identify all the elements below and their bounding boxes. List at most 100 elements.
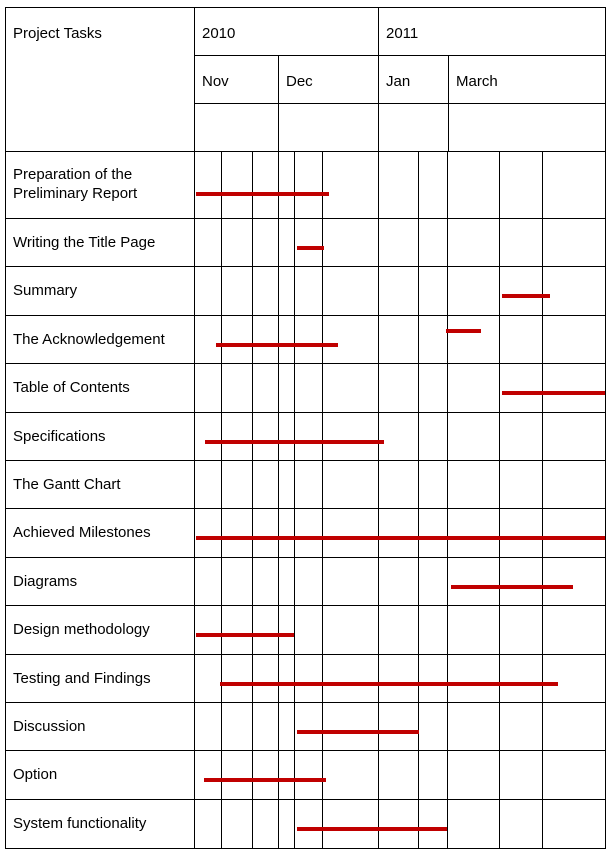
week-divider <box>418 363 419 412</box>
week-divider <box>278 508 279 557</box>
gantt-bar <box>502 391 605 395</box>
week-divider <box>294 218 295 266</box>
week-divider <box>418 654 419 702</box>
week-divider <box>294 605 295 654</box>
week-divider <box>278 605 279 654</box>
week-divider <box>322 654 323 702</box>
task-label: Preparation of the Preliminary Report <box>13 166 138 202</box>
week-divider <box>278 654 279 702</box>
week-divider <box>278 412 279 460</box>
week-divider <box>252 702 253 750</box>
task-label: System functionality <box>13 815 147 832</box>
week-divider <box>447 702 448 750</box>
week-divider <box>252 750 253 799</box>
week-divider <box>499 315 500 363</box>
week-divider <box>499 266 500 315</box>
week-divider <box>499 702 500 750</box>
week-divider <box>499 605 500 654</box>
header-year-label: 2010 <box>202 25 236 42</box>
gantt-bar <box>296 730 419 734</box>
week-divider <box>418 750 419 799</box>
week-divider <box>221 218 222 266</box>
week-divider <box>447 412 448 460</box>
week-divider <box>418 266 419 315</box>
week-divider <box>447 654 448 702</box>
week-divider <box>252 605 253 654</box>
week-divider <box>418 460 419 508</box>
week-divider <box>322 412 323 460</box>
task-label: Design methodology <box>13 621 150 638</box>
gantt-bar <box>296 827 447 831</box>
task-label: The Acknowledgement <box>13 331 165 348</box>
week-divider <box>447 605 448 654</box>
header-month-label: Jan <box>386 73 411 90</box>
header-year-label: 2011 <box>386 25 419 42</box>
week-divider <box>322 702 323 750</box>
week-divider <box>252 266 253 315</box>
week-divider <box>322 605 323 654</box>
task-label: Diagrams <box>13 573 78 590</box>
week-divider <box>378 654 379 702</box>
week-divider <box>294 266 295 315</box>
task-name-cell <box>4 798 195 849</box>
week-divider <box>447 799 448 848</box>
week-divider <box>294 654 295 702</box>
week-divider <box>322 218 323 266</box>
week-divider <box>252 412 253 460</box>
week-divider <box>221 750 222 799</box>
week-divider <box>542 508 543 557</box>
week-divider <box>294 151 295 218</box>
week-divider <box>499 151 500 218</box>
gantt-bar <box>195 536 605 540</box>
week-divider <box>294 557 295 605</box>
week-divider <box>542 702 543 750</box>
week-divider <box>378 218 379 266</box>
week-divider <box>252 799 253 848</box>
week-divider <box>542 218 543 266</box>
header-week-cell <box>447 102 606 152</box>
week-divider <box>418 151 419 218</box>
task-label: Discussion <box>13 718 86 735</box>
week-divider <box>278 750 279 799</box>
week-divider <box>294 702 295 750</box>
week-divider <box>252 151 253 218</box>
week-divider <box>499 412 500 460</box>
week-divider <box>378 750 379 799</box>
week-divider <box>322 750 323 799</box>
week-divider <box>221 315 222 363</box>
week-divider <box>447 218 448 266</box>
week-divider <box>499 557 500 605</box>
week-divider <box>252 218 253 266</box>
week-divider <box>542 654 543 702</box>
week-divider <box>542 557 543 605</box>
week-divider <box>221 266 222 315</box>
header-week-cell <box>277 102 379 152</box>
week-divider <box>447 315 448 363</box>
week-divider <box>221 363 222 412</box>
week-divider <box>322 151 323 218</box>
gantt-bar <box>195 633 294 637</box>
header-week-cell <box>377 102 449 152</box>
week-divider <box>278 460 279 508</box>
week-divider <box>252 654 253 702</box>
task-label: Specifications <box>13 428 106 445</box>
week-divider <box>447 460 448 508</box>
week-divider <box>322 460 323 508</box>
header-month-label: Dec <box>286 73 313 90</box>
task-label: Writing the Title Page <box>13 234 156 251</box>
week-divider <box>252 363 253 412</box>
week-divider <box>499 363 500 412</box>
week-divider <box>278 266 279 315</box>
week-divider <box>542 363 543 412</box>
week-divider <box>542 799 543 848</box>
week-divider <box>252 315 253 363</box>
week-divider <box>221 460 222 508</box>
task-label: Option <box>13 766 58 783</box>
week-divider <box>322 266 323 315</box>
week-divider <box>278 363 279 412</box>
task-label: Table of Contents <box>13 379 130 396</box>
gantt-bar <box>203 778 326 782</box>
task-label: Summary <box>13 282 78 299</box>
week-divider <box>542 266 543 315</box>
week-divider <box>418 605 419 654</box>
